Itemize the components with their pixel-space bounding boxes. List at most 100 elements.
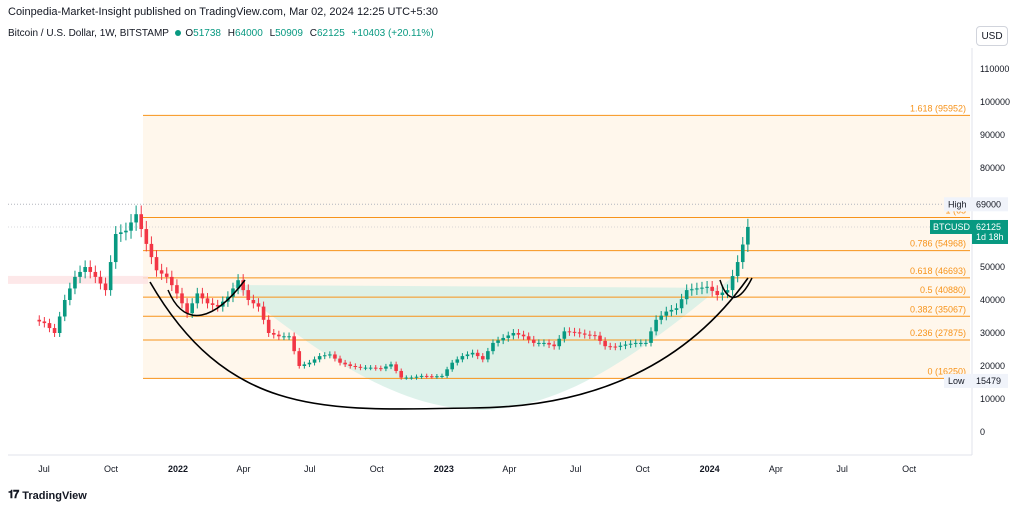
symbol-name: Bitcoin / U.S. Dollar, 1W, BITSTAMP [8, 28, 169, 39]
candle-body [292, 336, 296, 352]
candle-body [241, 280, 245, 291]
candle-body [705, 286, 709, 288]
candle-body [134, 214, 138, 223]
candle-body [435, 376, 439, 378]
candle-body [68, 288, 72, 300]
candle-body [266, 319, 271, 333]
candle-body [42, 321, 47, 324]
candle-body [613, 346, 618, 348]
candle-body [88, 267, 93, 272]
x-tick-label: Apr [237, 464, 251, 474]
symbol-ohlc-info: Bitcoin / U.S. Dollar, 1W, BITSTAMP O517… [8, 28, 434, 39]
btcusd-label-badge [930, 219, 972, 234]
candle-body [577, 332, 582, 334]
fib-label-0.5: 0.5 (40880) [920, 285, 966, 295]
candle-body [180, 293, 184, 304]
candle-body [149, 243, 154, 258]
candle-body [195, 293, 200, 304]
market-status-icon [174, 30, 181, 36]
fib-label-0.618: 0.618 (46693) [910, 266, 966, 276]
candle-body [674, 308, 679, 310]
candle-body [271, 333, 276, 335]
candle-body [455, 359, 460, 363]
x-tick-label: Jul [304, 464, 316, 474]
candle-body [450, 362, 454, 370]
candle-body [52, 328, 57, 333]
y-tick-label: 80000 [980, 163, 1005, 173]
candle-body [516, 333, 521, 335]
candle-body [644, 342, 648, 344]
candle-body [175, 285, 179, 294]
high-value: 64000 [234, 28, 263, 39]
candle-body [409, 377, 414, 379]
high-price-badge [972, 197, 1008, 212]
candle-body [282, 336, 286, 338]
publish-info: Coinpedia-Market-Insight published on Tr… [8, 6, 438, 18]
y-tick-label: 110000 [980, 64, 1009, 74]
x-tick-label: Oct [636, 464, 651, 474]
candle-body [695, 288, 699, 290]
candle-body [582, 333, 587, 335]
candle-body [603, 340, 607, 347]
candle-body [200, 293, 205, 299]
x-tick-label: Oct [104, 464, 119, 474]
candle-body [57, 316, 62, 333]
candle-body [480, 356, 485, 360]
candle-body [445, 369, 449, 376]
fib-label-0.786: 0.786 (54968) [910, 239, 966, 249]
candle-body [679, 299, 684, 309]
candle-body [414, 376, 419, 378]
x-tick-label: Apr [769, 464, 783, 474]
candle-body [98, 276, 103, 284]
candle-body [358, 366, 363, 368]
candle-body [588, 334, 592, 336]
candle-body [124, 230, 128, 233]
candle-body [547, 342, 551, 345]
candle-body [215, 304, 220, 307]
candle-body [119, 232, 123, 234]
candle-body [531, 339, 536, 343]
highlight-band [8, 275, 148, 284]
candle-body [170, 276, 174, 286]
candle-body [628, 343, 633, 345]
candle-body [322, 355, 327, 357]
candle-body [231, 288, 235, 297]
tradingview-brand[interactable]: 𝟏𝟕 TradingView [8, 489, 87, 502]
fib-label-0: 0 (16250) [927, 366, 966, 376]
y-tick-label: 10000 [980, 394, 1005, 404]
candle-body [720, 292, 725, 296]
candle-body [394, 364, 398, 371]
candle-body [552, 344, 556, 347]
candle-body [277, 334, 281, 337]
candle-body [317, 356, 322, 360]
x-tick-label: 2024 [700, 464, 720, 474]
candle-body [465, 354, 470, 357]
candle-body [287, 336, 291, 338]
x-tick-label: Oct [902, 464, 917, 474]
candle-body [598, 335, 602, 341]
candle-body [154, 257, 159, 271]
currency-button[interactable]: USD [976, 26, 1008, 46]
candle-body [542, 342, 546, 344]
candle-body [664, 311, 669, 316]
candle-body [343, 362, 347, 365]
y-tick-label: 30000 [980, 328, 1005, 338]
candle-body [419, 375, 424, 377]
candle-body [424, 375, 429, 377]
candle-body [537, 342, 541, 344]
candle-body [669, 309, 674, 312]
candle-body [389, 364, 393, 367]
candle-body [567, 331, 572, 333]
x-tick-label: Jul [570, 464, 582, 474]
candle-body [297, 351, 302, 366]
candle-body [725, 290, 730, 293]
candle-body [700, 287, 704, 289]
candle-body [47, 323, 52, 329]
y-tick-label: 100000 [980, 97, 1010, 107]
low-value: 50909 [275, 28, 303, 39]
candle-body [572, 331, 577, 333]
x-tick-label: Oct [370, 464, 385, 474]
fib-label-0.236: 0.236 (27875) [910, 328, 966, 338]
candle-body [623, 344, 628, 346]
